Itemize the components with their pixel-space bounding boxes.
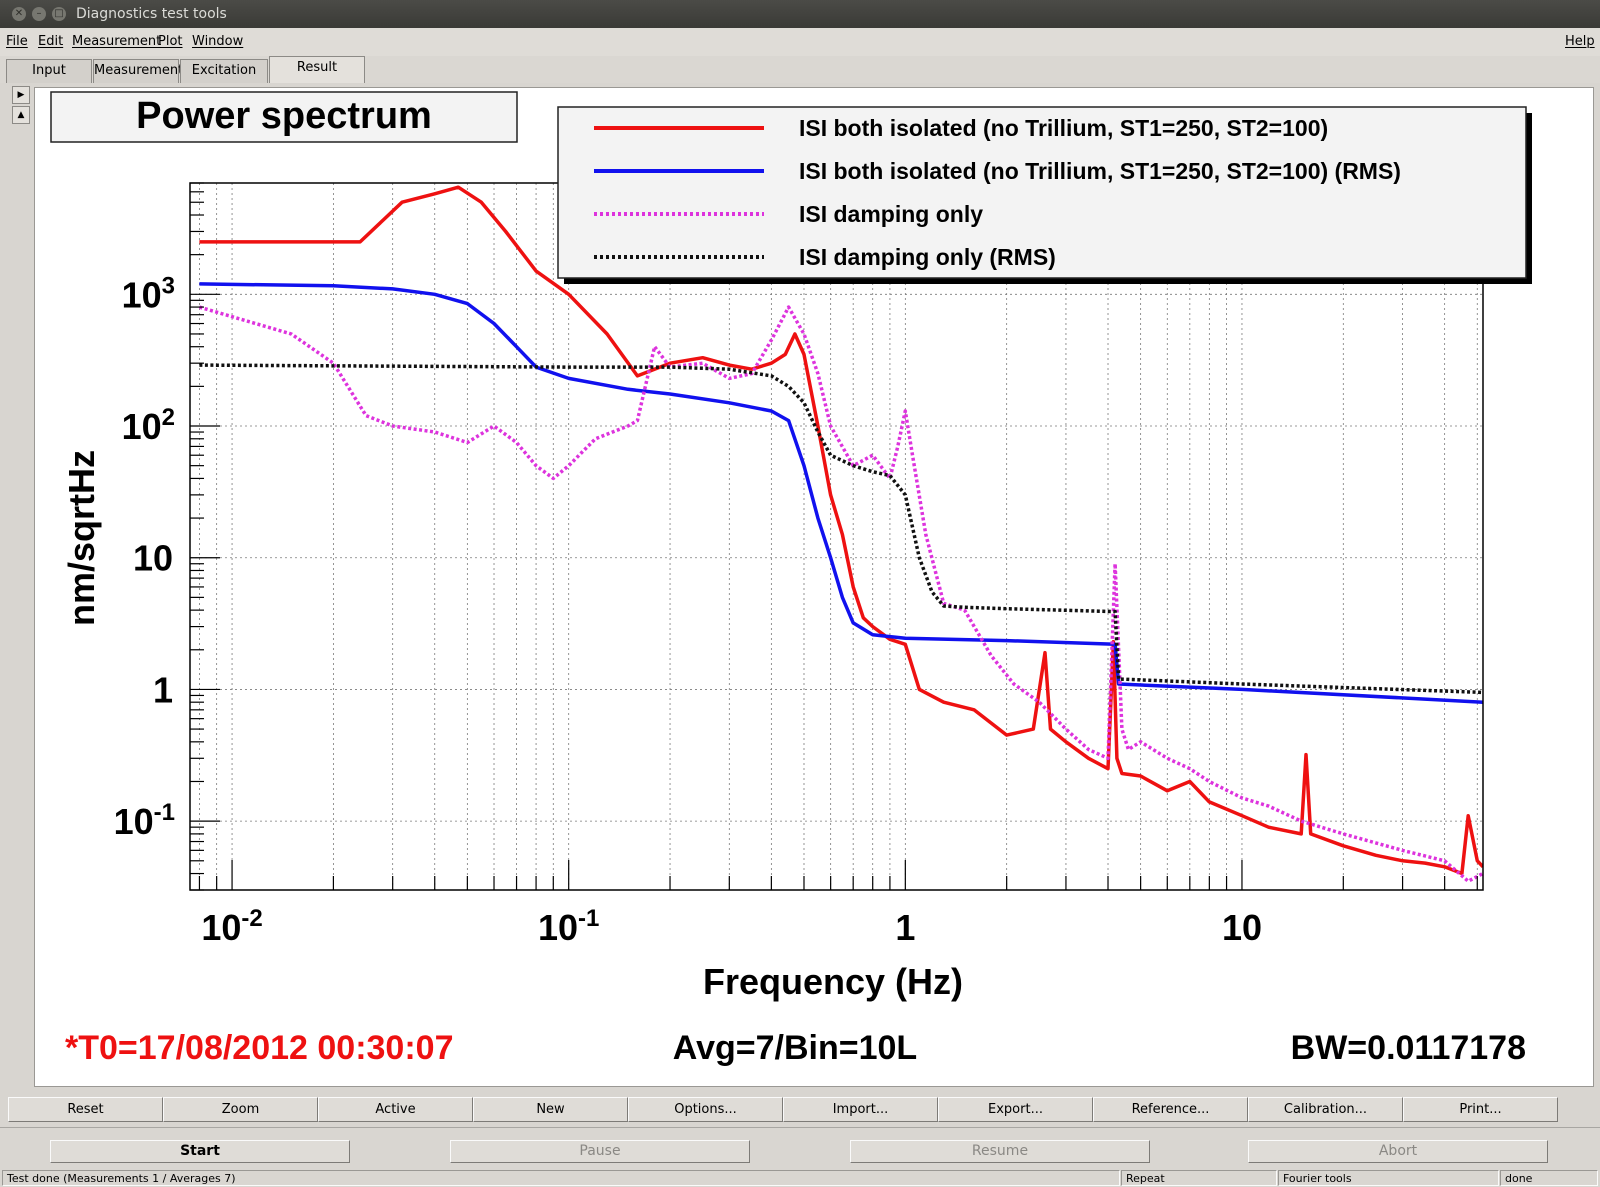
plot-title-box — [50, 91, 518, 143]
minimize-icon[interactable]: – — [32, 7, 46, 21]
plot-button-bar: Reset Zoom Active New Options... Import.… — [8, 1097, 1592, 1122]
grid — [190, 183, 1483, 890]
legend-label-damping: ISI damping only — [799, 201, 983, 227]
tick-layer — [190, 182, 1478, 891]
tab-result[interactable]: Result — [269, 56, 365, 83]
status-bar: Test done (Measurements 1 / Averages 7) … — [0, 1169, 1600, 1187]
close-icon[interactable]: ✕ — [12, 7, 26, 21]
reset-button[interactable]: Reset — [8, 1097, 163, 1122]
menu-bar: File Edit Measurement Plot Window Help — [0, 28, 1600, 56]
y-axis-title: nm/sqrtHz — [61, 450, 102, 626]
abort-button[interactable]: Abort — [1248, 1140, 1548, 1163]
legend-label-damping-rms: ISI damping only (RMS) — [799, 244, 1056, 270]
menu-measurement[interactable]: Measurement — [72, 34, 162, 49]
menu-plot[interactable]: Plot — [158, 34, 183, 49]
info-avg: Avg=7/Bin=10L — [673, 1029, 917, 1067]
x-tick-label: 10-2 — [201, 905, 262, 948]
tab-bar: Input Measurement Excitation Result — [0, 56, 1600, 83]
x-tick-label: 1 — [895, 907, 915, 948]
tab-measurement[interactable]: Measurement — [93, 59, 183, 83]
x-tick-label: 10-1 — [538, 905, 599, 948]
legend-label-isolated-rms: ISI both isolated (no Trillium, ST1=250,… — [799, 158, 1401, 184]
plot-title: Power spectrum — [136, 95, 432, 137]
maximize-icon[interactable]: □ — [52, 7, 66, 21]
status-tools: Fourier tools — [1278, 1170, 1499, 1186]
status-message: Test done (Measurements 1 / Averages 7) — [2, 1170, 1120, 1186]
plot-pad[interactable]: Power spectrum 10-2 10-1 1 10 103 102 10… — [34, 87, 1594, 1087]
tab-excitation[interactable]: Excitation — [180, 59, 268, 83]
menu-help[interactable]: Help — [1565, 34, 1595, 49]
y-tick-label: 10-1 — [114, 799, 175, 842]
y-tick-label: 102 — [122, 404, 175, 447]
series-line-0 — [199, 185, 1483, 876]
zoom-button[interactable]: Zoom — [163, 1097, 318, 1122]
y-tick-label: 1 — [153, 669, 173, 710]
window-title: Diagnostics test tools — [76, 6, 227, 22]
active-button[interactable]: Active — [318, 1097, 473, 1122]
x-tick-label: 10 — [1222, 907, 1262, 948]
new-button[interactable]: New — [473, 1097, 628, 1122]
info-bw: BW=0.0117178 — [1291, 1029, 1526, 1067]
x-axis-title: Frequency (Hz) — [703, 961, 963, 1002]
legend-label-isolated: ISI both isolated (no Trillium, ST1=250,… — [799, 115, 1328, 141]
power-spectrum-chart[interactable]: Power spectrum 10-2 10-1 1 10 103 102 10… — [35, 88, 1595, 1088]
resume-button[interactable]: Resume — [850, 1140, 1150, 1163]
menu-window[interactable]: Window — [192, 34, 244, 49]
expand-right-icon[interactable]: ▶ — [12, 86, 30, 104]
title-bar: ✕ – □ Diagnostics test tools — [0, 0, 1600, 28]
y-tick-label: 10 — [133, 538, 173, 579]
series-line-1 — [199, 282, 1483, 704]
import-button[interactable]: Import... — [783, 1097, 938, 1122]
collapse-up-icon[interactable]: ▲ — [12, 106, 30, 124]
export-button[interactable]: Export... — [938, 1097, 1093, 1122]
pause-button[interactable]: Pause — [450, 1140, 750, 1163]
status-state: done — [1500, 1170, 1598, 1186]
info-t0: *T0=17/08/2012 00:30:07 — [65, 1029, 453, 1067]
status-repeat: Repeat — [1121, 1170, 1277, 1186]
menu-file[interactable]: File — [6, 34, 28, 49]
legend-box[interactable] — [557, 106, 1527, 279]
series-line-3 — [199, 363, 1483, 695]
menu-edit[interactable]: Edit — [38, 34, 64, 49]
reference-button[interactable]: Reference... — [1093, 1097, 1248, 1122]
series-line-2 — [198, 305, 1483, 883]
tab-input[interactable]: Input — [6, 59, 92, 83]
control-bar: Start Pause Resume Abort — [0, 1127, 1600, 1169]
calibration-button[interactable]: Calibration... — [1248, 1097, 1403, 1122]
series-layer — [198, 185, 1483, 883]
print-button[interactable]: Print... — [1403, 1097, 1558, 1122]
options-button[interactable]: Options... — [628, 1097, 783, 1122]
start-button[interactable]: Start — [50, 1140, 350, 1163]
y-tick-label: 103 — [122, 272, 175, 315]
